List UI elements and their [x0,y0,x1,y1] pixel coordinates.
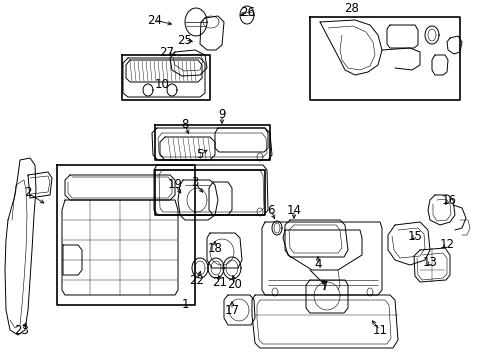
Text: 7: 7 [321,280,328,293]
Text: 15: 15 [407,230,422,243]
Text: 8: 8 [181,118,188,131]
Text: 9: 9 [218,108,225,122]
Text: 4: 4 [314,258,321,271]
Text: 28: 28 [344,1,359,14]
Text: 16: 16 [441,194,456,207]
Text: 5: 5 [196,148,203,162]
Text: 18: 18 [207,242,222,255]
Text: 27: 27 [159,45,174,58]
Text: 11: 11 [372,324,386,337]
Text: 14: 14 [286,203,301,216]
Text: 23: 23 [15,324,29,337]
Text: 26: 26 [240,5,255,18]
Text: 21: 21 [212,275,227,288]
Text: 24: 24 [147,13,162,27]
Text: 20: 20 [227,278,242,291]
Text: 3: 3 [191,176,198,189]
Text: 22: 22 [189,274,204,287]
Text: 2: 2 [24,186,32,199]
Text: 1: 1 [181,298,188,311]
Text: 10: 10 [154,78,169,91]
Text: 6: 6 [267,203,274,216]
Text: 13: 13 [422,256,437,270]
Text: 12: 12 [439,238,453,252]
Text: 19: 19 [167,179,182,192]
Text: 17: 17 [224,303,239,316]
Text: 25: 25 [177,33,192,46]
